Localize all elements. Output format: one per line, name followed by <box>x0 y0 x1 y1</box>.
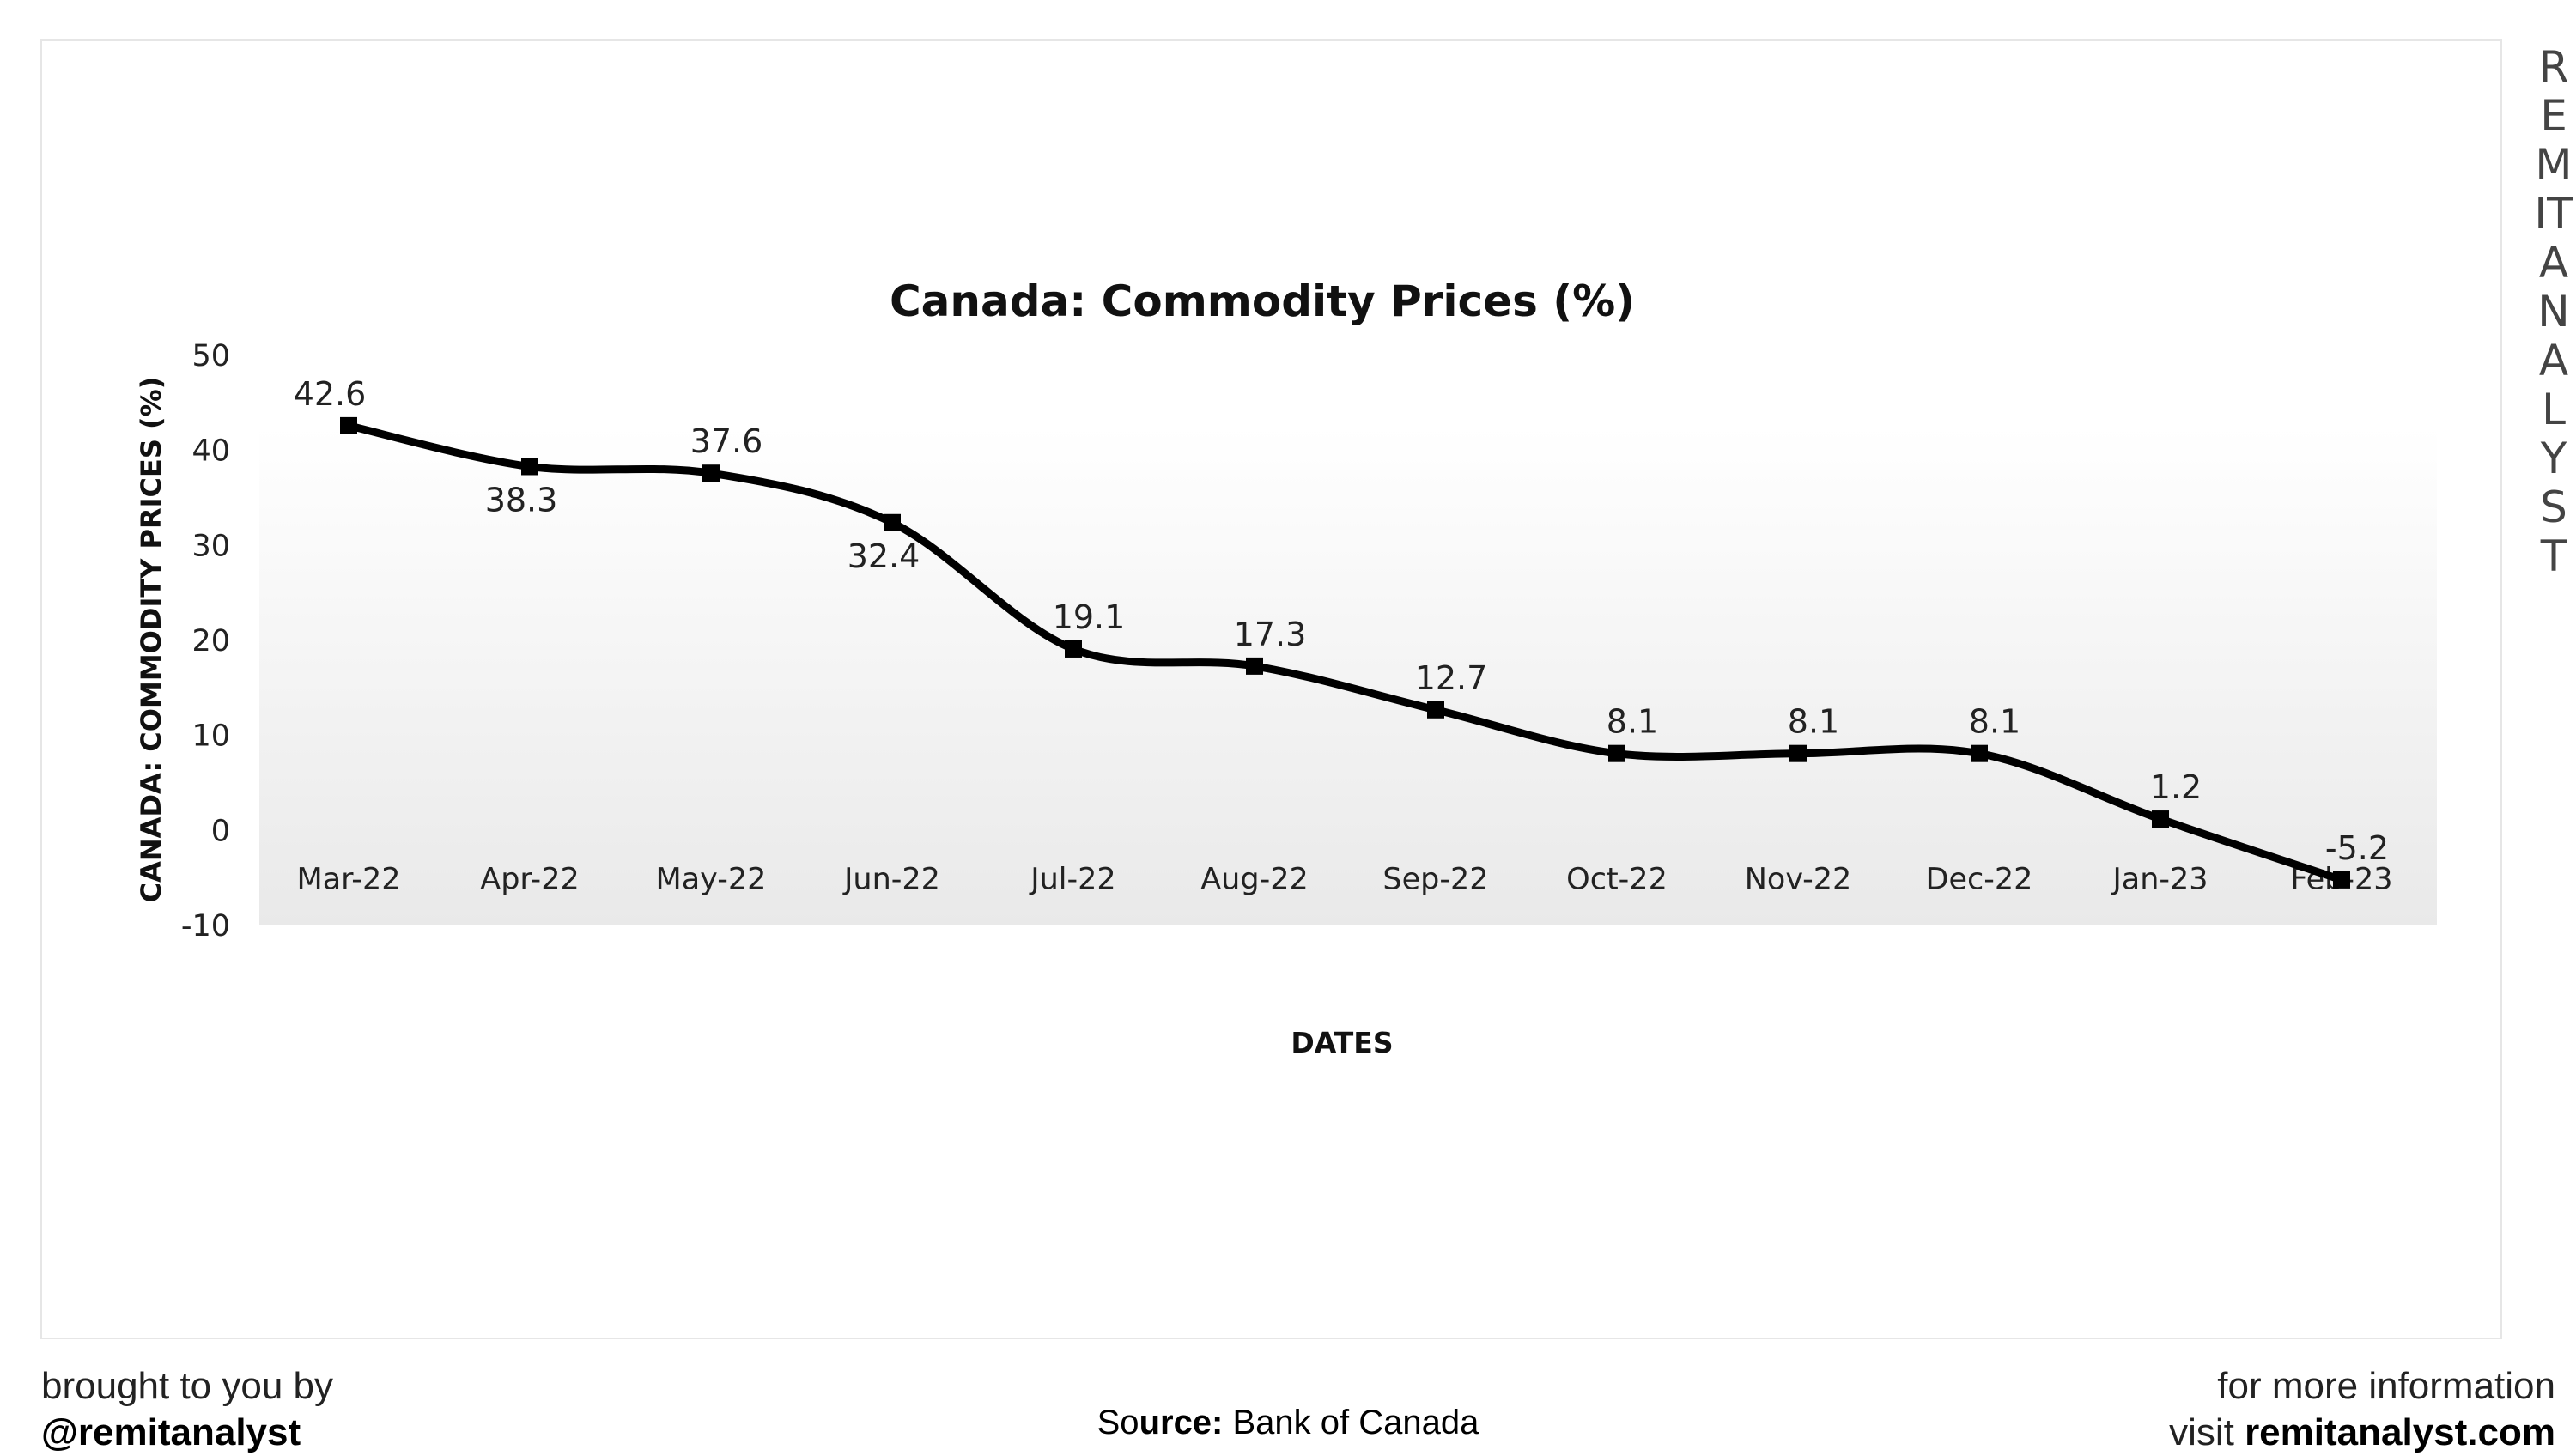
data-label: 8.1 <box>1607 703 1658 741</box>
credit-handle: @remitanalyst <box>41 1411 301 1453</box>
data-point-marker <box>1608 744 1625 762</box>
data-label: -5.2 <box>2325 829 2389 867</box>
source-label: urce: <box>1139 1404 1224 1441</box>
data-point-marker <box>884 513 901 531</box>
data-point-marker <box>702 464 720 482</box>
data-point-marker <box>1246 657 1263 675</box>
x-tick-label: Jul-22 <box>1029 862 1115 896</box>
brand-watermark: REMITANALYST <box>2534 42 2573 581</box>
data-label: 37.6 <box>690 422 763 460</box>
x-tick-label: Nov-22 <box>1745 862 1852 896</box>
info-text: for more information <box>2217 1365 2555 1407</box>
x-tick-label: Jun-22 <box>842 862 940 896</box>
plot-background <box>259 425 2437 926</box>
data-label: 1.2 <box>2150 768 2202 806</box>
info-block: for more information visit remitanalyst.… <box>2169 1363 2555 1456</box>
credit-text: brought to you by <box>41 1365 334 1407</box>
chart-title: Canada: Commodity Prices (%) <box>889 276 1636 326</box>
data-label: 8.1 <box>1788 703 1839 741</box>
x-tick-label: May-22 <box>656 862 767 896</box>
x-tick-label: Dec-22 <box>1926 862 2033 896</box>
data-point-marker <box>1971 744 1988 762</box>
y-tick-label: 30 <box>191 529 230 563</box>
y-tick-label: 40 <box>191 434 230 469</box>
y-tick-label: 50 <box>191 339 230 373</box>
data-point-marker <box>2152 810 2169 828</box>
data-label: 42.6 <box>294 375 367 413</box>
data-label: 8.1 <box>1969 703 2020 741</box>
y-tick-label: 10 <box>191 719 230 754</box>
y-axis-label: CANADA: COMMODITY PRICES (%) <box>135 376 167 903</box>
website-link[interactable]: remitanalyst.com <box>2245 1411 2555 1453</box>
x-tick-label: Oct-22 <box>1566 862 1668 896</box>
source-prefix: So <box>1097 1404 1139 1441</box>
data-point-marker <box>1427 701 1444 719</box>
data-label: 19.1 <box>1053 598 1126 636</box>
data-point-marker <box>1789 744 1807 762</box>
data-label: 17.3 <box>1234 616 1307 653</box>
data-point-marker <box>340 416 357 434</box>
data-point-marker <box>1065 640 1082 658</box>
x-tick-label: Apr-22 <box>480 862 579 896</box>
data-label: 32.4 <box>848 537 920 575</box>
data-point-marker <box>2333 871 2350 889</box>
y-tick-label: 0 <box>211 814 230 848</box>
y-tick-label: 20 <box>191 624 230 658</box>
data-point-marker <box>521 458 538 476</box>
y-tick-label: -10 <box>181 909 230 943</box>
x-tick-label: Mar-22 <box>297 862 401 896</box>
x-tick-label: Sep-22 <box>1382 862 1488 896</box>
data-label: 38.3 <box>485 481 558 519</box>
visit-text: visit <box>2169 1411 2245 1453</box>
x-tick-label: Jan-23 <box>2111 862 2208 896</box>
credit-block: brought to you by @remitanalyst <box>41 1363 333 1456</box>
source-note: Source: Bank of Canada <box>0 1399 2576 1446</box>
series-line <box>344 422 2346 884</box>
data-label: 12.7 <box>1415 659 1488 697</box>
x-tick-label: Aug-22 <box>1200 862 1309 896</box>
x-axis-label: DATES <box>1291 1026 1394 1059</box>
source-value: Bank of Canada <box>1223 1404 1479 1441</box>
